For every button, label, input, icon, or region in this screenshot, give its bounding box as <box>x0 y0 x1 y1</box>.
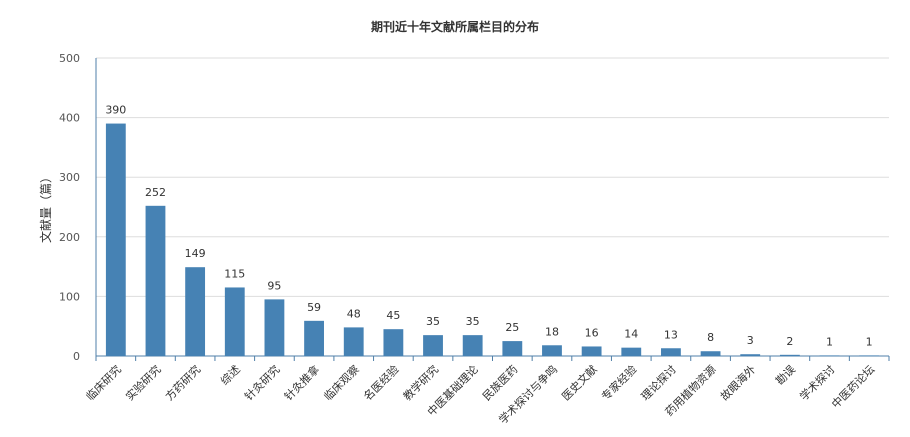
bar <box>423 335 443 356</box>
data-label: 59 <box>307 301 321 314</box>
bar <box>621 347 642 356</box>
x-tick-label: 中医药论坛 <box>829 362 878 411</box>
data-label: 390 <box>105 104 126 117</box>
data-label: 95 <box>267 279 281 292</box>
y-tick-label: 400 <box>59 112 80 125</box>
y-tick-label: 500 <box>59 52 80 65</box>
bar <box>740 354 761 356</box>
y-tick-label: 200 <box>59 231 80 244</box>
grid-lines <box>96 57 889 297</box>
data-label: 48 <box>347 307 361 320</box>
x-tick-label: 民族医药 <box>479 362 520 403</box>
axes <box>95 58 890 361</box>
x-tick-label: 针灸推拿 <box>281 362 322 403</box>
bar <box>542 345 562 356</box>
data-labels: 390 252 149 115 95 59 48 45 35 35 25 18 16 14 13 8 3 2 1 1 <box>105 104 872 349</box>
bar <box>859 355 880 356</box>
category-labels: 临床研究 实验研究 方药研究 综述 针灸研究 针灸推拿 临床观察 名医经验 教学研究中医基础理论… <box>83 362 877 426</box>
data-label: 3 <box>747 334 754 347</box>
data-label: 2 <box>786 335 793 348</box>
x-tick-label: 医史文献 <box>559 362 600 403</box>
data-label: 1 <box>866 335 873 348</box>
data-label: 35 <box>466 315 480 328</box>
x-tick-label: 故眼海外 <box>717 362 758 403</box>
y-tick-label: 300 <box>59 171 80 184</box>
data-label: 252 <box>145 186 166 199</box>
bar <box>304 320 324 356</box>
bar <box>502 341 523 356</box>
bar <box>581 346 602 356</box>
data-label: 1 <box>826 335 833 348</box>
data-label: 14 <box>624 328 638 341</box>
data-label: 25 <box>505 321 519 334</box>
data-label: 8 <box>707 331 714 344</box>
bar <box>224 287 245 356</box>
bars <box>105 123 880 356</box>
x-tick-label: 理论探讨 <box>638 362 679 403</box>
y-axis-title: 文献量（篇） <box>38 171 53 243</box>
data-label: 45 <box>386 309 400 322</box>
x-tick-label: 临床研究 <box>83 362 124 403</box>
bar <box>343 327 364 356</box>
bar <box>661 348 681 356</box>
x-tick-label: 综述 <box>217 362 242 387</box>
x-tick-label: 勘误 <box>773 363 798 388</box>
x-tick-label: 针灸研究 <box>242 362 283 403</box>
data-label: 35 <box>426 315 440 328</box>
data-label: 115 <box>224 267 245 280</box>
bar <box>779 354 800 356</box>
data-label: 18 <box>545 325 559 338</box>
bar <box>145 205 166 356</box>
x-tick-label: 教学研究 <box>400 362 441 403</box>
chart-title: 期刊近十年文献所属栏目的分布 <box>370 20 539 34</box>
y-tick-label: 0 <box>73 350 80 363</box>
x-tick-label: 专家经验 <box>598 362 639 403</box>
x-tick-label: 学术探讨 <box>797 362 838 403</box>
x-tick-label: 方药研究 <box>162 362 203 403</box>
bar <box>819 355 840 356</box>
x-tick-label: 名医经验 <box>360 362 401 403</box>
y-tick-labels: 0 100 200 300 400 500 <box>59 52 80 363</box>
bar <box>264 299 285 356</box>
data-label: 13 <box>664 328 678 341</box>
y-tick-label: 100 <box>59 290 80 303</box>
x-tick-label: 实验研究 <box>123 362 164 403</box>
bar <box>185 267 206 356</box>
bar <box>700 351 721 356</box>
bar <box>462 335 483 356</box>
data-label: 16 <box>585 326 599 339</box>
bar <box>105 123 126 356</box>
data-label: 149 <box>185 247 206 260</box>
x-tick-label: 临床观察 <box>321 362 362 403</box>
bar <box>383 329 404 356</box>
